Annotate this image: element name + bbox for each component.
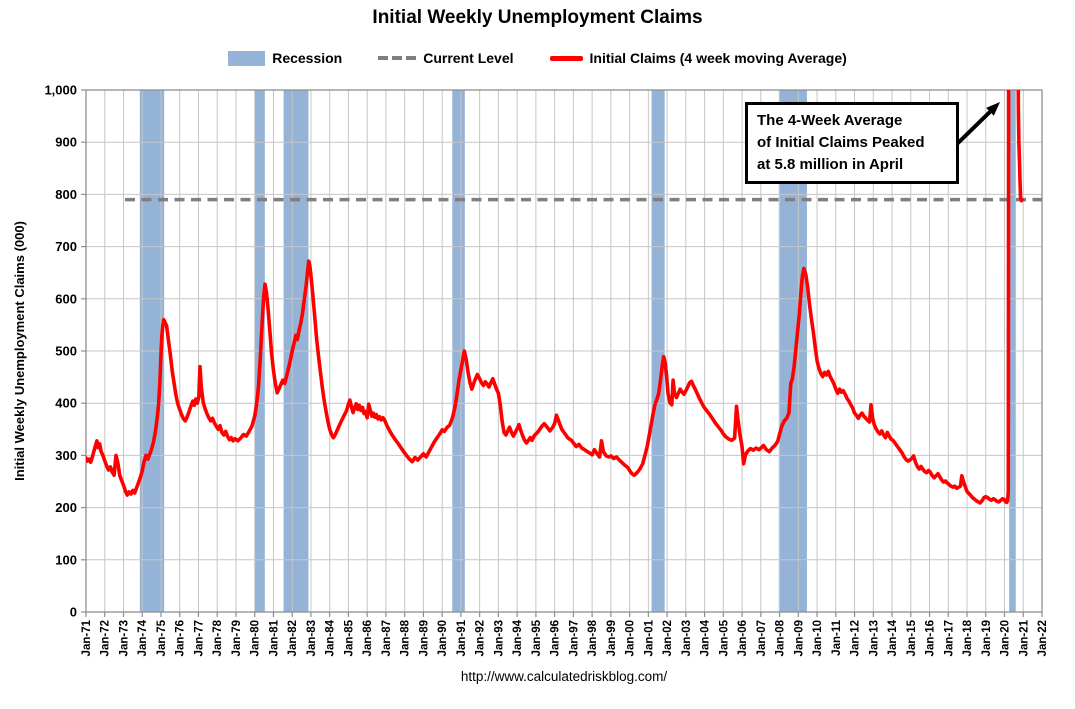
recession-swatch-icon [228, 50, 266, 66]
x-tick-label: Jan-72 [100, 620, 112, 656]
page-title: Initial Weekly Unemployment Claims [372, 7, 703, 28]
y-tick-label: 1,000 [44, 83, 77, 98]
x-tick-label: Jan-80 [250, 620, 262, 656]
x-tick-label: Jan-92 [475, 620, 487, 656]
x-tick-label: Jan-82 [287, 620, 299, 656]
x-tick-label: Jan-19 [981, 620, 993, 656]
x-tick-label: Jan-86 [362, 620, 374, 656]
x-tick-label: Jan-22 [1037, 620, 1049, 656]
x-tick-label: Jan-90 [437, 620, 449, 656]
x-tick-label: Jan-93 [493, 620, 505, 656]
legend-item-recession: Recession [228, 50, 342, 66]
claims-series-line [86, 90, 1024, 505]
x-tick-label: Jan-78 [212, 619, 224, 656]
x-tick-label: Jan-03 [681, 620, 693, 656]
y-tick-label: 900 [55, 135, 77, 150]
x-tick-label: Jan-87 [381, 620, 393, 656]
annotation-line: The 4-Week Average [757, 112, 903, 129]
x-tick-label: Jan-00 [625, 620, 637, 656]
x-tick-label: Jan-91 [456, 619, 468, 656]
y-axis-title: Initial Weekly Unemployment Claims (000) [12, 221, 27, 481]
x-tick-label: Jan-81 [268, 619, 280, 656]
x-tick-label: Jan-11 [831, 619, 843, 655]
x-tick-label: Jan-76 [175, 620, 187, 656]
x-tick-label: Jan-12 [850, 620, 862, 656]
x-tick-label: Jan-88 [400, 619, 412, 656]
x-tick-label: Jan-07 [756, 620, 768, 656]
x-tick-label: Jan-05 [718, 619, 730, 656]
x-tick-label: Jan-04 [700, 619, 712, 656]
x-tick-label: Jan-84 [325, 619, 337, 656]
x-tick-label: Jan-89 [418, 620, 430, 656]
footer-url: http://www.calculatedriskblog.com/ [460, 669, 668, 684]
x-tick-label: Jan-79 [231, 620, 243, 656]
x-tick-label: Jan-10 [812, 620, 824, 656]
y-tick-label: 100 [55, 552, 77, 567]
x-tick-label: Jan-01 [643, 619, 655, 656]
x-tick-label: Jan-20 [1000, 620, 1012, 656]
x-tick-label: Jan-77 [193, 620, 205, 656]
annotation-box: The 4-Week Average of Initial Claims Pea… [745, 102, 959, 184]
y-tick-label: 600 [55, 291, 77, 306]
red-line-icon [549, 55, 583, 61]
y-tick-label: 800 [55, 187, 77, 202]
annotation-line: at 5.8 million in April [757, 156, 904, 173]
x-tick-label: Jan-21 [1018, 619, 1030, 656]
y-tick-label: 500 [55, 344, 77, 359]
x-tick-label: Jan-71 [81, 619, 93, 656]
y-tick-label: 400 [55, 396, 77, 411]
legend: Recession Current Level Initial Claims (… [0, 50, 1075, 66]
x-tick-label: Jan-18 [962, 619, 974, 656]
x-tick-label: Jan-98 [587, 619, 599, 656]
legend-label-initial-claims: Initial Claims (4 week moving Average) [589, 50, 847, 66]
x-tick-label: Jan-74 [137, 619, 149, 656]
x-tick-label: Jan-06 [737, 620, 749, 656]
x-tick-label: Jan-09 [793, 620, 805, 656]
x-tick-label: Jan-75 [156, 619, 168, 656]
x-tick-label: Jan-14 [887, 619, 899, 656]
legend-item-current-level: Current Level [378, 50, 514, 66]
x-tick-label: Jan-15 [906, 619, 918, 656]
x-tick-label: Jan-17 [943, 620, 955, 656]
x-tick-label: Jan-08 [775, 619, 787, 656]
y-tick-label: 300 [55, 448, 77, 463]
x-tick-label: Jan-96 [550, 620, 562, 656]
x-tick-label: Jan-99 [606, 620, 618, 656]
x-tick-label: Jan-73 [118, 620, 130, 656]
y-tick-label: 700 [55, 239, 77, 254]
x-tick-label: Jan-13 [868, 620, 880, 656]
y-tick-label: 200 [55, 500, 77, 515]
x-tick-label: Jan-97 [568, 620, 580, 656]
x-tick-label: Jan-95 [531, 619, 543, 656]
x-tick-label: Jan-85 [343, 619, 355, 656]
y-tick-label: 0 [70, 605, 77, 620]
annotation-arrowhead-icon [986, 102, 1000, 116]
annotation-arrow [955, 110, 992, 146]
legend-label-current-level: Current Level [423, 50, 514, 66]
annotation-line: of Initial Claims Peaked [757, 134, 925, 151]
x-tick-label: Jan-02 [662, 620, 674, 656]
legend-label-recession: Recession [272, 50, 343, 66]
x-tick-label: Jan-94 [512, 619, 524, 656]
x-tick-label: Jan-83 [306, 620, 318, 656]
x-tick-label: Jan-16 [925, 620, 937, 656]
dashed-line-icon [378, 56, 417, 60]
legend-item-initial-claims: Initial Claims (4 week moving Average) [549, 50, 847, 66]
